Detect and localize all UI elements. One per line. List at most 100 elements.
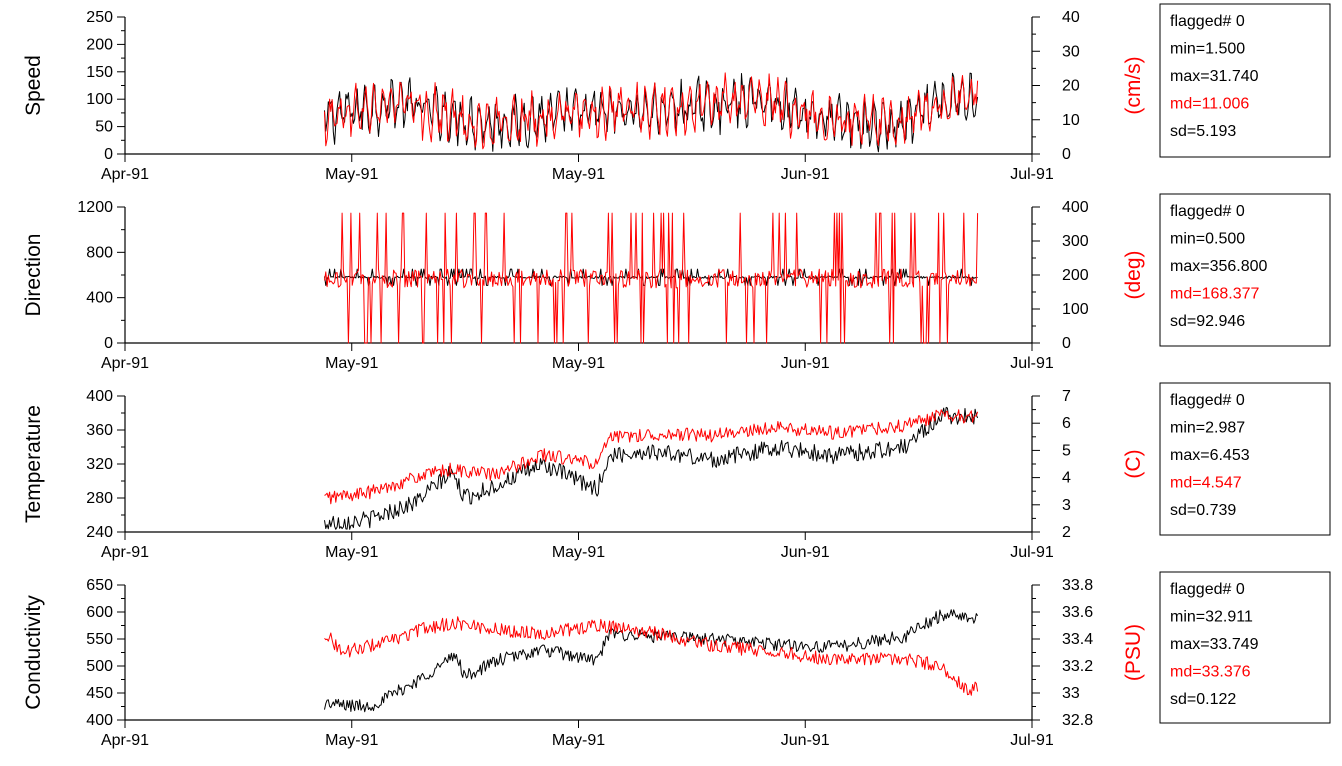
left-tick-label: 240	[86, 524, 113, 541]
stat-line: sd=0.739	[1170, 502, 1236, 519]
panel-1: 0 50 100 150 200 250 0 10 20 30 40 Apr-91 May-91 May-…	[22, 3, 1331, 183]
x-tick-label: May-91	[552, 166, 605, 183]
series-line-1	[324, 406, 979, 530]
right-tick-label: 0	[1062, 335, 1071, 352]
right-tick-label: 33.2	[1062, 658, 1093, 675]
right-axis-label: (deg)	[1122, 250, 1145, 299]
x-tick-label: May-91	[325, 166, 378, 183]
right-tick-label: 200	[1062, 267, 1089, 284]
left-tick-label: 0	[104, 335, 113, 352]
stat-line: min=1.500	[1170, 41, 1245, 58]
series-line-2	[324, 409, 979, 505]
stat-line: md=168.377	[1170, 286, 1260, 303]
left-tick-label: 800	[86, 244, 113, 261]
right-tick-label: 5	[1062, 442, 1071, 459]
left-tick-label: 50	[95, 119, 113, 136]
x-tick-label: May-91	[325, 544, 378, 561]
left-tick-label: 360	[86, 422, 113, 439]
stat-line: md=4.547	[1170, 475, 1242, 492]
stat-line: min=2.987	[1170, 420, 1245, 437]
stats-box	[1159, 193, 1331, 347]
stats-box	[1159, 3, 1331, 158]
right-tick-label: 300	[1062, 233, 1089, 250]
series-line-2	[324, 212, 979, 344]
left-axis-label: Direction	[22, 234, 45, 317]
left-axis-label: Speed	[22, 55, 45, 116]
left-tick-label: 250	[86, 9, 113, 26]
x-tick-label: Jun-91	[781, 355, 830, 372]
right-tick-label: 4	[1062, 470, 1071, 487]
x-tick-label: May-91	[325, 355, 378, 372]
left-tick-label: 150	[86, 64, 113, 81]
left-tick-label: 550	[86, 631, 113, 648]
stat-line: md=33.376	[1170, 664, 1251, 681]
series-line-1	[324, 609, 979, 713]
stat-line: flagged# 0	[1170, 203, 1245, 220]
x-tick-label: Jul-91	[1010, 166, 1054, 183]
right-tick-label: 33.8	[1062, 577, 1093, 594]
x-tick-label: May-91	[325, 732, 378, 749]
x-tick-label: Apr-91	[101, 732, 149, 749]
left-tick-label: 280	[86, 490, 113, 507]
left-tick-label: 400	[86, 712, 113, 729]
stat-line: max=356.800	[1170, 258, 1268, 275]
stat-line: sd=92.946	[1170, 313, 1245, 330]
left-tick-label: 320	[86, 456, 113, 473]
left-tick-label: 400	[86, 388, 113, 405]
x-tick-label: Jul-91	[1010, 355, 1054, 372]
right-tick-label: 40	[1062, 9, 1080, 26]
right-tick-label: 30	[1062, 43, 1080, 60]
right-tick-label: 10	[1062, 112, 1080, 129]
right-tick-label: 20	[1062, 78, 1080, 95]
right-tick-label: 6	[1062, 415, 1071, 432]
x-tick-label: Jul-91	[1010, 544, 1054, 561]
left-tick-label: 600	[86, 604, 113, 621]
right-tick-label: 400	[1062, 199, 1089, 216]
panel-4: 400 450 500 550 600 650 32.8 33 33.2 33.4 33.6 33.8…	[22, 571, 1331, 749]
x-tick-label: Jun-91	[781, 544, 830, 561]
series-line-2	[324, 72, 979, 150]
right-axis-label: (C)	[1122, 449, 1145, 478]
stat-line: max=31.740	[1170, 68, 1259, 85]
stat-line: min=0.500	[1170, 231, 1245, 248]
left-tick-label: 650	[86, 577, 113, 594]
stat-line: flagged# 0	[1170, 392, 1245, 409]
panel-2: 0 400 800 1200 0 100 200 300 400 Apr-91 May-91 May-…	[22, 193, 1331, 372]
right-axis-label: (cm/s)	[1122, 56, 1145, 114]
right-tick-label: 32.8	[1062, 712, 1093, 729]
stat-line: min=32.911	[1170, 609, 1253, 626]
x-tick-label: Apr-91	[101, 166, 149, 183]
stat-line: max=33.749	[1170, 636, 1259, 653]
left-tick-label: 500	[86, 658, 113, 675]
right-tick-label: 2	[1062, 524, 1071, 541]
stat-line: flagged# 0	[1170, 581, 1245, 598]
stats-box	[1159, 382, 1331, 536]
x-tick-label: Jun-91	[781, 166, 830, 183]
x-tick-label: May-91	[552, 732, 605, 749]
left-tick-label: 0	[104, 146, 113, 163]
left-axis-label: Conductivity	[22, 595, 45, 710]
right-tick-label: 33.6	[1062, 604, 1093, 621]
right-axis-label: (PSU)	[1122, 624, 1145, 681]
stat-line: sd=5.193	[1170, 123, 1236, 140]
left-tick-label: 1200	[77, 199, 113, 216]
panel-3: 240 280 320 360 400 2 3 4 5 6 7 Apr-91 May-91 May-91 J…	[22, 382, 1331, 561]
series-line-1	[324, 268, 978, 286]
x-tick-label: Apr-91	[101, 544, 149, 561]
x-tick-label: Apr-91	[101, 355, 149, 372]
x-tick-label: May-91	[552, 544, 605, 561]
left-tick-label: 450	[86, 685, 113, 702]
stats-box	[1159, 571, 1331, 724]
right-tick-label: 3	[1062, 497, 1071, 514]
left-tick-label: 100	[86, 91, 113, 108]
right-tick-label: 7	[1062, 388, 1071, 405]
stat-line: flagged# 0	[1170, 13, 1245, 30]
x-tick-label: May-91	[552, 355, 605, 372]
right-tick-label: 33	[1062, 685, 1080, 702]
stat-line: sd=0.122	[1170, 691, 1236, 708]
series-line-2	[324, 616, 979, 696]
stat-line: md=11.006	[1170, 96, 1249, 113]
left-tick-label: 200	[86, 36, 113, 53]
x-tick-label: Jul-91	[1010, 732, 1054, 749]
